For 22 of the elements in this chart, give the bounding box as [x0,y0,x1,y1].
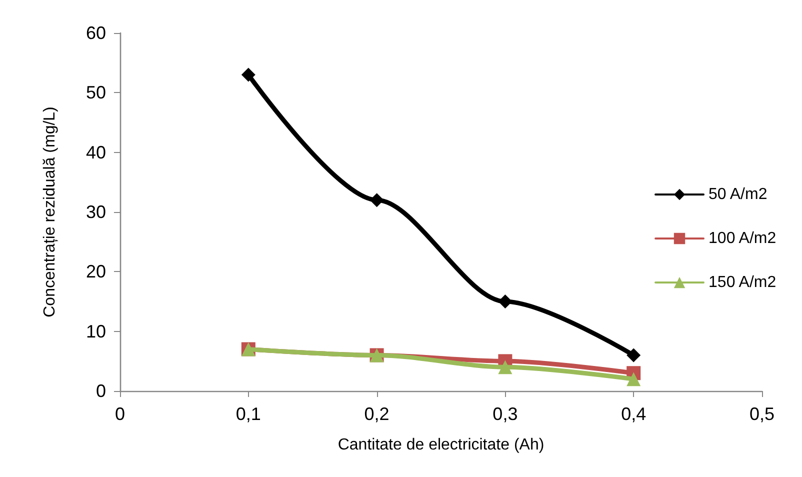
x-tick-label: 0,1 [236,404,261,424]
x-tick-label: 0,3 [492,404,518,424]
legend-label: 100 A/m2 [708,230,776,247]
x-tick-label: 0,5 [749,404,775,424]
point [370,193,384,208]
y-tick-label: 30 [86,202,106,222]
y-tick-label: 0 [96,381,106,401]
point [626,348,641,362]
x-tick-label: 0,4 [621,404,646,424]
y-tick-label: 60 [86,23,106,43]
y-tick-label: 10 [86,321,106,342]
y-axis-title: Concentrație reziduală (mg/L) [42,106,58,318]
legend-label: 150 A/m2 [708,274,776,291]
point [498,294,512,308]
x-axis-title: Cantitate de electricitate (Ah) [338,436,544,454]
point [241,68,256,82]
y-tick-label: 50 [86,82,106,103]
y-tick-label: 40 [86,142,106,162]
legend-label: 50 A/m2 [708,186,768,203]
y-tick-label: 20 [86,262,106,282]
x-tick-label: 0,2 [364,404,390,424]
x-tick-label: 0 [114,404,126,424]
